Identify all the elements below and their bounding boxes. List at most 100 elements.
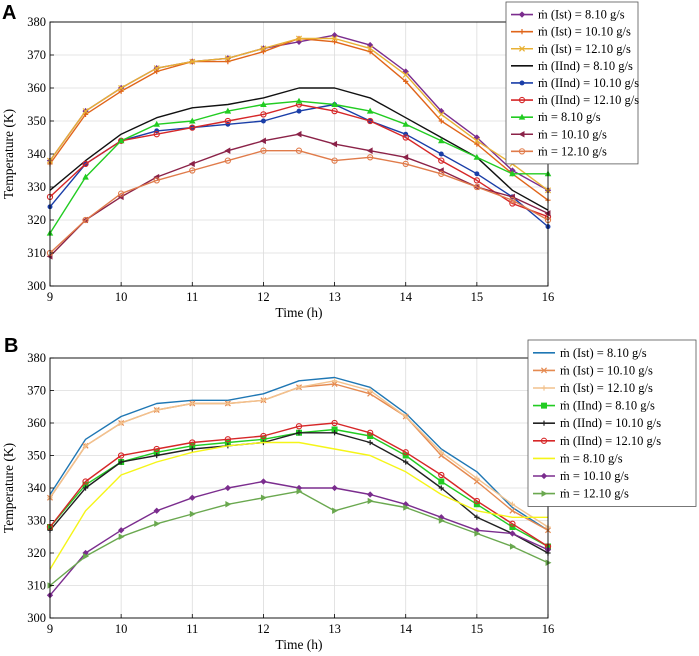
panel-a-ytick-label: 320 xyxy=(27,213,46,227)
panel-a-point-2-8 xyxy=(331,35,338,42)
panel-b-point-7-3 xyxy=(153,507,160,514)
panel-a-point-2-12 xyxy=(473,137,480,144)
panel-b-point-8-2 xyxy=(118,533,125,541)
panel-b-legend: ṁ (Ist) = 8.10 g/s ṁ (Ist) = 10.10 g/s ṁ (… xyxy=(527,339,697,507)
panel-a-point-7-9 xyxy=(366,147,373,154)
panel-a-point-6-1 xyxy=(82,173,89,180)
panel-a-legend-label-0: ṁ (Ist) = 8.10 g/s xyxy=(538,8,625,22)
panel-a-point-7-6 xyxy=(260,137,266,145)
panel-b-series-line-1 xyxy=(49,383,549,531)
panel-b-xlabel: Time (h) xyxy=(275,637,322,652)
panel-b-point-5-4 xyxy=(189,439,196,446)
panel-b-point-4-4 xyxy=(189,446,195,452)
panel-b-point-2-13 xyxy=(509,501,516,507)
panel-a-ytick-label: 350 xyxy=(27,114,46,128)
panel-a-point-5-1 xyxy=(82,160,89,168)
panel-b-legend-label-6: ṁ = 8.10 g/s xyxy=(560,451,623,465)
panel-b-point-8-7 xyxy=(296,487,303,495)
panel-a-point-2-7 xyxy=(295,35,303,42)
panel-a-series-line-1 xyxy=(49,37,549,201)
panel-a-series-5 xyxy=(46,101,552,220)
panel-a-point-5-10 xyxy=(402,134,409,141)
panel-b-ylabel: Temperature (K) xyxy=(1,443,16,533)
panel-a-point-1-6 xyxy=(260,49,267,55)
panel-a-point-2-5 xyxy=(224,55,231,62)
panel-a-point-1-9 xyxy=(367,49,373,55)
panel-a-point-1-5 xyxy=(225,59,231,65)
panel-b-legend-marker-1 xyxy=(540,367,548,374)
panel-a-point-8-13 xyxy=(509,197,516,204)
panel-b-xtick-label: 13 xyxy=(328,622,341,636)
panel-a-point-8-4 xyxy=(189,167,196,174)
panel-b-point-8-8 xyxy=(332,507,338,515)
panel-b-xtick-label: 12 xyxy=(257,622,270,636)
panel-a-point-2-3 xyxy=(153,65,160,72)
panel-b-point-8-10 xyxy=(403,504,410,511)
panel-b-point-5-1 xyxy=(82,478,89,485)
panel-a-ytick-label: 300 xyxy=(27,279,46,293)
panel-a-grid xyxy=(49,21,549,287)
panel-a-point-6-3 xyxy=(153,120,160,127)
panel-a-point-8-2 xyxy=(117,190,125,197)
panel-b-point-8-11 xyxy=(438,517,445,524)
panel-b-point-2-11 xyxy=(438,449,444,455)
panel-b-ytick-label: 380 xyxy=(27,351,46,365)
panel-a-legend-marker-7 xyxy=(518,130,525,138)
panel-a-legend-marker-2 xyxy=(518,45,526,52)
panel-a-xlabel: Time (h) xyxy=(275,305,322,320)
panel-b-point-5-13 xyxy=(509,520,516,527)
panel-b-point-2-7 xyxy=(296,384,302,390)
panel-a-point-8-1 xyxy=(82,216,89,224)
panel-a-point-5-11 xyxy=(438,157,445,164)
panel-b-point-2-2 xyxy=(118,420,124,426)
panel-b-series-line-5 xyxy=(49,422,549,548)
panel-b-ytick-label: 340 xyxy=(27,481,46,495)
panel-b-point-4-12 xyxy=(474,514,480,520)
panel-b-point-7-13 xyxy=(509,530,516,537)
panel-a-point-7-4 xyxy=(188,160,195,168)
panel-a-series-line-2 xyxy=(49,37,549,191)
panel-a-legend-label-8: ṁ = 12.10 g/s xyxy=(538,144,607,158)
panel-a-legend-label-7: ṁ = 10.10 g/s xyxy=(538,127,607,141)
panel-a-point-6-4 xyxy=(189,117,196,124)
panel-b-ytick-label: 300 xyxy=(27,611,46,625)
panel-a-point-7-10 xyxy=(402,154,409,161)
panel-a-legend: ṁ (Ist) = 8.10 g/s ṁ (Ist) = 10.10 g/s ṁ (… xyxy=(505,1,639,165)
panel-a-xtick-label: 11 xyxy=(186,290,198,304)
panel-b-point-4-2 xyxy=(118,459,124,465)
panel-b-point-5-5 xyxy=(224,436,232,443)
panel-a-point-6-12 xyxy=(473,153,481,160)
panel-b-point-5-10 xyxy=(402,449,409,456)
panel-a-point-4-6 xyxy=(260,118,266,124)
panel-b-legend-marker-7 xyxy=(540,472,548,480)
panel-a-legend-label-1: ṁ (Ist) = 10.10 g/s xyxy=(538,25,631,39)
panel-b-legend-marker-5 xyxy=(540,437,548,444)
panel-a-point-5-8 xyxy=(331,107,338,115)
panel-b-point-7-9 xyxy=(366,491,374,498)
panel-a-point-6-5 xyxy=(224,107,232,114)
panel-b-point-5-8 xyxy=(331,419,338,427)
panel-a-ytick-label: 340 xyxy=(27,147,46,161)
panel-a-point-8-7 xyxy=(295,147,303,154)
panel-b-point-3-8 xyxy=(331,426,338,433)
panel-b-point-1-8 xyxy=(331,380,338,388)
panel-a-ytick-label: 380 xyxy=(27,15,46,29)
panel-b-series-line-0 xyxy=(49,376,549,531)
panel-a-ytick-label: 370 xyxy=(27,48,46,62)
panel-b-ytick-label: 320 xyxy=(27,546,46,560)
panel-a-xtick-label: 9 xyxy=(47,290,53,304)
panel-a-legend-label-6: ṁ = 8.10 g/s xyxy=(538,110,601,124)
panel-b-point-2-8 xyxy=(331,378,338,384)
panel-b-point-5-7 xyxy=(295,423,303,430)
panel-b-xtick-label: 9 xyxy=(47,622,53,636)
panel-a-series-7 xyxy=(46,130,551,260)
panel-a-series-1 xyxy=(47,35,551,203)
chart-panel-a: 9 10 11 12 13 14 15 16 300 310 320 330 340 350 360 370 3… xyxy=(1,1,639,320)
panel-b-ytick-label: 360 xyxy=(27,416,46,430)
panel-a-series-6 xyxy=(46,97,552,236)
panel-b-point-4-8 xyxy=(331,430,338,436)
panel-a-point-2-2 xyxy=(118,84,125,92)
panel-b-point-4-3 xyxy=(154,452,160,459)
panel-b-ytick-label: 310 xyxy=(27,579,46,593)
